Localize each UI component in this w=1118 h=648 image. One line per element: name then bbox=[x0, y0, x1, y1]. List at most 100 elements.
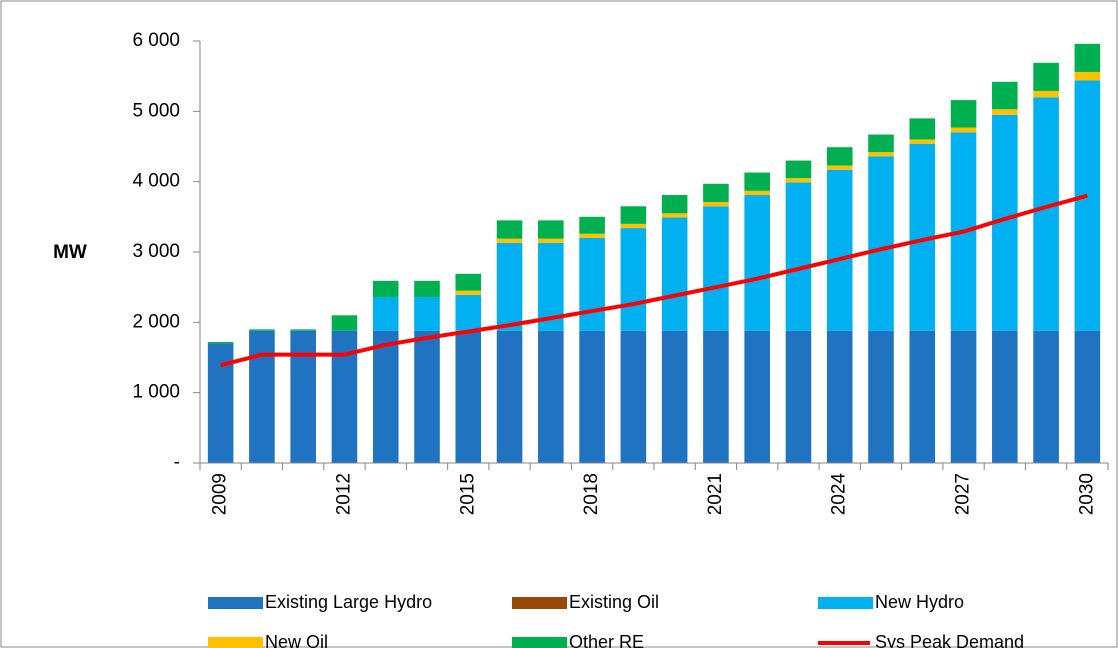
y-tick-label: - bbox=[174, 452, 180, 473]
x-tick-label: 2021 bbox=[705, 473, 726, 515]
bar bbox=[1033, 97, 1059, 331]
bar bbox=[868, 134, 894, 153]
bar bbox=[868, 330, 894, 463]
bar bbox=[207, 342, 234, 344]
legend-label: New Oil bbox=[265, 632, 328, 648]
bar bbox=[661, 217, 688, 331]
bar bbox=[620, 206, 647, 224]
bar bbox=[1033, 330, 1059, 463]
bar bbox=[290, 330, 316, 463]
bar bbox=[249, 329, 275, 331]
bar bbox=[1074, 71, 1101, 81]
bar bbox=[826, 165, 853, 170]
bar bbox=[579, 216, 605, 234]
bar bbox=[703, 330, 729, 463]
x-tick-label: 2024 bbox=[829, 473, 850, 516]
x-tick-label: 2027 bbox=[953, 473, 974, 515]
bar bbox=[414, 330, 440, 463]
bar bbox=[414, 297, 440, 331]
bar bbox=[826, 147, 853, 166]
bar bbox=[950, 100, 977, 128]
bar bbox=[744, 195, 770, 331]
legend-label: New Hydro bbox=[875, 592, 964, 612]
bar bbox=[249, 330, 275, 463]
bar bbox=[1074, 43, 1101, 72]
bar bbox=[744, 172, 770, 191]
bar bbox=[744, 330, 770, 463]
legend-swatch bbox=[208, 637, 263, 648]
y-tick-label: 3 000 bbox=[132, 241, 180, 262]
bar bbox=[372, 330, 399, 463]
bar bbox=[496, 238, 523, 243]
bar bbox=[620, 228, 647, 331]
bar bbox=[372, 280, 399, 298]
bar bbox=[868, 156, 894, 331]
legend-swatch bbox=[512, 597, 567, 609]
bar bbox=[331, 315, 358, 331]
bar bbox=[455, 294, 482, 331]
y-tick-label: 2 000 bbox=[132, 311, 180, 332]
legend-swatch bbox=[208, 597, 263, 609]
legend-label: Existing Oil bbox=[569, 592, 659, 612]
bar bbox=[826, 169, 853, 331]
bar bbox=[1033, 62, 1059, 91]
bar bbox=[661, 195, 688, 214]
bar bbox=[579, 233, 605, 238]
legend-label: Sys Peak Demand bbox=[875, 632, 1024, 648]
bar bbox=[496, 220, 523, 239]
bar bbox=[620, 223, 647, 229]
bar bbox=[579, 330, 605, 463]
bar bbox=[496, 330, 523, 463]
bar bbox=[785, 330, 812, 463]
bar bbox=[703, 202, 729, 207]
bar bbox=[579, 237, 605, 331]
bar bbox=[909, 330, 936, 463]
bar bbox=[909, 118, 936, 140]
y-tick-label: 1 000 bbox=[132, 382, 180, 403]
bar bbox=[538, 238, 564, 243]
bar bbox=[909, 139, 936, 144]
x-tick-label: 2009 bbox=[210, 473, 231, 515]
bar bbox=[703, 206, 729, 331]
bar bbox=[496, 242, 523, 331]
bar bbox=[538, 330, 564, 463]
bar bbox=[826, 330, 853, 463]
bar bbox=[950, 127, 977, 133]
bar bbox=[1033, 90, 1059, 98]
x-tick-label: 2030 bbox=[1076, 473, 1097, 515]
bar bbox=[785, 178, 812, 183]
bar bbox=[1074, 80, 1101, 331]
bar bbox=[868, 152, 894, 157]
legend-label: Existing Large Hydro bbox=[265, 592, 432, 612]
legend-label: Other RE bbox=[569, 632, 644, 648]
x-tick-label: 2012 bbox=[333, 473, 354, 515]
bar bbox=[455, 330, 482, 463]
y-tick-label: 5 000 bbox=[132, 100, 180, 121]
bar bbox=[992, 81, 1018, 110]
y-axis-label: MW bbox=[53, 242, 87, 263]
x-tick-label: 2018 bbox=[581, 473, 602, 515]
bar bbox=[785, 182, 812, 331]
bar bbox=[1074, 330, 1101, 463]
legend-swatch bbox=[512, 637, 567, 648]
bar bbox=[414, 280, 440, 298]
bar bbox=[703, 183, 729, 203]
bar bbox=[992, 109, 1018, 115]
bar bbox=[455, 290, 482, 295]
bar bbox=[950, 330, 977, 463]
bar bbox=[661, 330, 688, 463]
bar bbox=[455, 273, 482, 291]
bar bbox=[372, 297, 399, 331]
bar bbox=[661, 213, 688, 218]
bar bbox=[785, 160, 812, 179]
legend-swatch bbox=[818, 597, 873, 609]
x-tick-label: 2015 bbox=[457, 473, 478, 515]
bar bbox=[992, 330, 1018, 463]
bar bbox=[744, 190, 770, 196]
bar bbox=[538, 220, 564, 239]
bar bbox=[620, 330, 647, 463]
y-tick-label: 4 000 bbox=[132, 171, 180, 192]
bar bbox=[290, 329, 316, 331]
